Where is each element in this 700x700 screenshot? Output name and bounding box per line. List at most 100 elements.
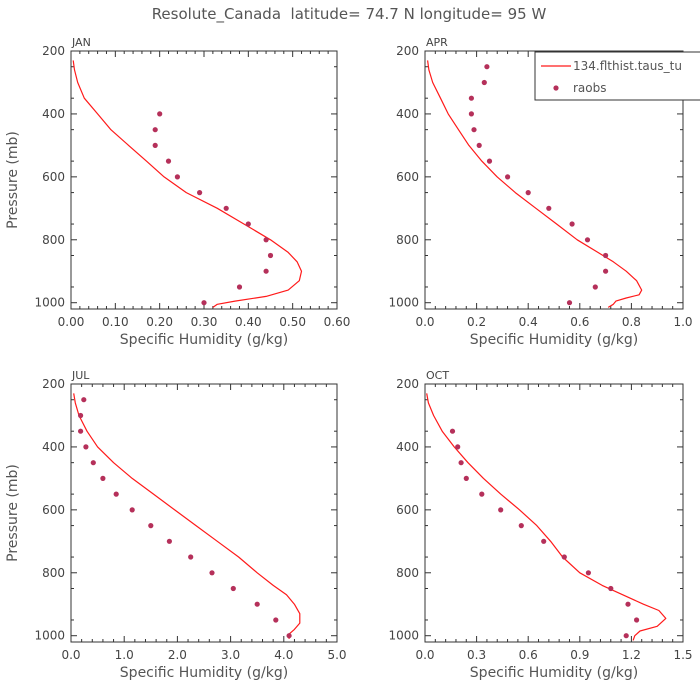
raob-point: [455, 444, 461, 450]
model-profile-line: [426, 393, 667, 641]
x-tick-label: 2.0: [168, 648, 187, 662]
plot-frame: [424, 50, 684, 310]
x-tick-label: 0.30: [191, 315, 218, 329]
x-tick-label: 0.6: [519, 648, 538, 662]
y-tick-label: 600: [396, 503, 419, 517]
y-tick-label: 800: [42, 233, 65, 247]
x-tick-label: 0.3: [467, 648, 486, 662]
legend-point-swatch: [553, 85, 559, 91]
raob-point: [152, 127, 158, 133]
panel-label: OCT: [426, 369, 449, 382]
raob-point: [286, 633, 292, 639]
y-tick-label: 600: [42, 170, 65, 184]
x-tick-label: 0.20: [146, 315, 173, 329]
y-tick-label: 600: [396, 170, 419, 184]
x-tick-label: 0.0: [415, 315, 434, 329]
x-tick-label: 4.0: [274, 648, 293, 662]
panel-label: JUL: [71, 369, 90, 382]
model-profile-line: [427, 60, 643, 308]
series-layer: [427, 60, 643, 308]
raob-point: [484, 64, 490, 70]
raob-point: [505, 174, 511, 180]
raob-point: [625, 601, 631, 607]
x-tick-label: 0.6: [570, 315, 589, 329]
raob-point: [152, 142, 158, 148]
raob-point: [129, 507, 135, 513]
series-layer: [72, 60, 303, 308]
raob-point: [78, 428, 84, 434]
panel-label: JAN: [71, 36, 91, 49]
raob-point: [518, 523, 524, 529]
y-tick-label: 200: [42, 377, 65, 391]
legend-box: [534, 51, 700, 101]
y-axis-label: Pressure (mb): [5, 464, 21, 562]
raob-point: [471, 127, 477, 133]
raob-point: [481, 79, 487, 86]
legend-entry-model: 134.flthist.taus_tu: [573, 59, 682, 73]
x-tick-label: 0.2: [467, 315, 486, 329]
raob-point: [263, 237, 269, 243]
raob-point: [236, 284, 243, 290]
y-tick-label: 1000: [388, 629, 419, 643]
y-tick-label: 1000: [388, 296, 419, 310]
x-tick-label: 3.0: [221, 648, 240, 662]
raob-point: [148, 523, 154, 529]
model-profile-line: [72, 60, 303, 308]
x-tick-label: 0.0: [61, 648, 80, 662]
x-tick-label: 0.0: [415, 648, 434, 662]
raob-point: [476, 142, 482, 148]
raob-point: [603, 252, 609, 259]
raob-point: [584, 237, 591, 243]
raob-point: [223, 205, 229, 211]
x-tick-label: 1.0: [115, 648, 134, 662]
y-axis-label: Pressure (mb): [5, 131, 21, 229]
raob-point: [100, 475, 106, 481]
raob-point: [188, 554, 194, 560]
model-profile-line: [73, 393, 301, 639]
raob-point: [458, 460, 464, 466]
panel-jan: JAN 0.00 0.10 0.20 0.30 0.40 0.50 0.60 200 400 600…: [5, 36, 350, 348]
raob-point: [174, 174, 180, 180]
raob-point: [608, 585, 614, 592]
x-tick-label: 0.40: [235, 315, 262, 329]
raob-point: [585, 570, 592, 576]
panel-jul: JUL 0.0 1.0 2.0 3.0 4.0 5.0 200 400 600 800 1000 Spe…: [5, 369, 347, 681]
raob-point: [468, 111, 474, 117]
x-tick-label: 1.0: [673, 315, 692, 329]
raob-point: [486, 158, 493, 164]
panel-label: APR: [426, 36, 448, 49]
raob-point: [623, 633, 629, 639]
raob-point: [561, 554, 567, 560]
raob-point: [81, 397, 87, 403]
y-tick-label: 400: [396, 440, 419, 454]
raob-point: [569, 221, 575, 227]
raob-point: [449, 428, 456, 434]
raob-point: [157, 111, 163, 117]
raob-point: [498, 507, 504, 513]
raob-point: [463, 475, 469, 481]
raob-point: [267, 252, 274, 259]
raob-point: [90, 460, 96, 466]
raob-point: [230, 585, 236, 592]
x-tick-label: 0.10: [102, 315, 129, 329]
y-tick-label: 600: [42, 503, 65, 517]
raob-point: [209, 570, 215, 576]
x-tick-label: 0.60: [324, 315, 351, 329]
y-tick-label: 200: [396, 44, 419, 58]
panel-apr: APR 0.0 0.2 0.4 0.6 0.8 1.0 200 400 600 800 1000 Spe…: [388, 36, 692, 348]
x-tick-label: 5.0: [327, 648, 346, 662]
y-tick-label: 200: [42, 44, 65, 58]
raob-point: [83, 444, 89, 450]
raob-point: [634, 617, 640, 623]
raob-point: [546, 205, 552, 211]
y-tick-label: 1000: [34, 296, 65, 310]
series-layer: [73, 393, 301, 639]
raob-point: [254, 601, 260, 607]
series-layer: [426, 393, 667, 641]
x-tick-label: 0.00: [58, 315, 85, 329]
x-axis-label: Specific Humidity (g/kg): [470, 665, 638, 681]
x-axis-label: Specific Humidity (g/kg): [470, 332, 638, 348]
y-tick-label: 400: [396, 107, 419, 121]
